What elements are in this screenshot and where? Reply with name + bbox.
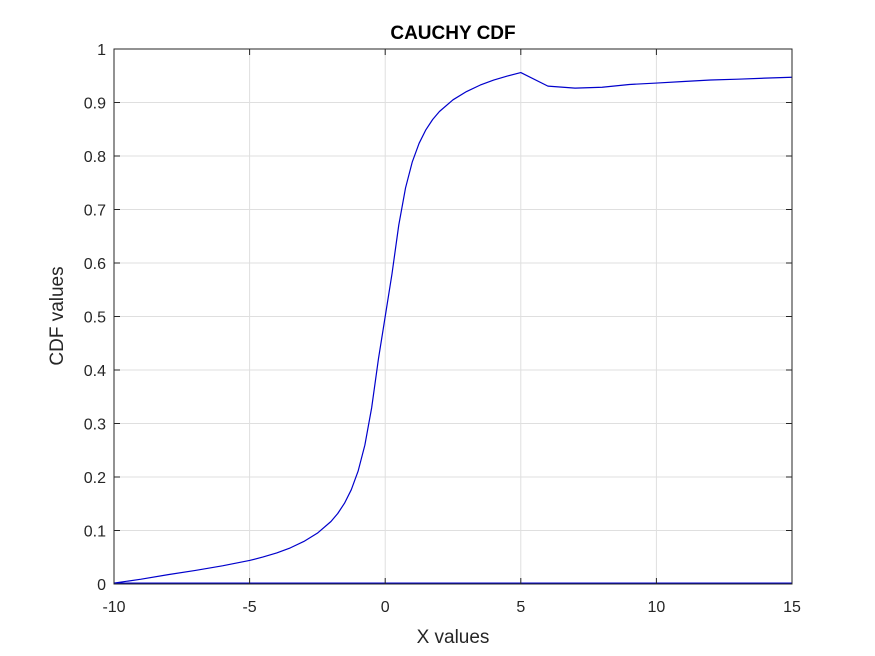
y-tick-label: 0.1 xyxy=(84,524,106,541)
x-axis-label: X values xyxy=(417,627,490,648)
y-tick-label: 0 xyxy=(97,577,106,594)
axis-ticks: -10 -5 0 5 10 15 0 0.1 0.2 0.3 0.4 0.5 0.6 0.7 0.8 0.9 1 xyxy=(84,42,801,616)
x-tick-label: -10 xyxy=(102,599,125,616)
x-tick-label: 10 xyxy=(648,599,666,616)
x-tick-label: 0 xyxy=(381,599,390,616)
cdf-curve-line xyxy=(113,71,793,584)
y-axis-label: CDF values xyxy=(47,266,68,365)
y-tick-label: 0.2 xyxy=(84,470,106,487)
y-tick-label: 0.7 xyxy=(84,203,106,220)
data-series xyxy=(113,71,793,584)
y-tick-label: 0.5 xyxy=(84,310,106,327)
x-tick-label: 5 xyxy=(516,599,525,616)
x-tick-label: 15 xyxy=(783,599,801,616)
y-tick-label: 1 xyxy=(97,42,106,59)
x-tick-label: -5 xyxy=(242,599,256,616)
y-tick-label: 0.8 xyxy=(84,149,106,166)
grid-lines xyxy=(114,49,792,584)
y-tick-label: 0.9 xyxy=(84,96,106,113)
y-tick-label: 0.3 xyxy=(84,417,106,434)
chart-title: CAUCHY CDF xyxy=(390,23,515,44)
y-tick-label: 0.4 xyxy=(84,363,106,380)
y-tick-label: 0.6 xyxy=(84,256,106,273)
